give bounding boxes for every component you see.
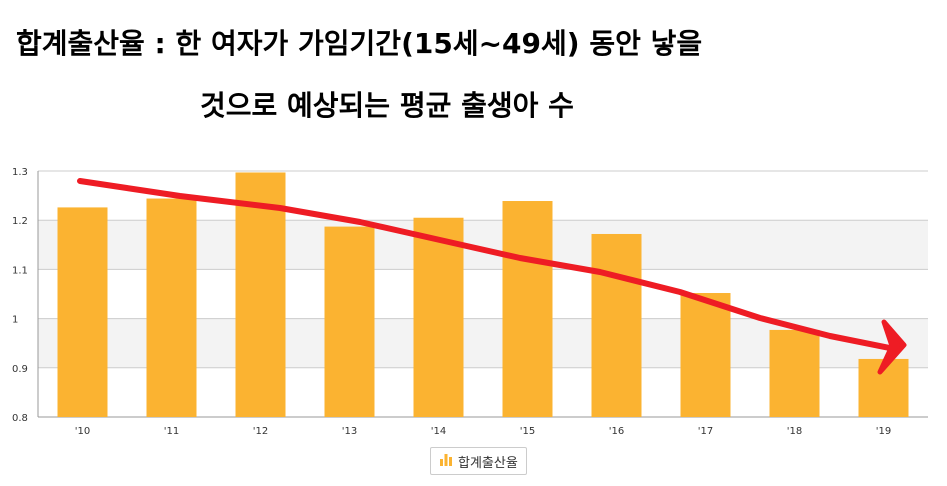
- y-tick-label: 1: [12, 315, 18, 326]
- y-tick-label: 1.1: [12, 265, 28, 276]
- trend-arrow-line: [77, 178, 893, 351]
- x-tick-label: '15: [520, 426, 535, 437]
- bar-chart-icon: [439, 452, 453, 470]
- legend[interactable]: 합계출산율: [430, 447, 527, 475]
- x-tick-label: '10: [75, 426, 90, 437]
- y-tick-label: 0.8: [12, 413, 28, 424]
- x-tick-label: '16: [609, 426, 624, 437]
- bar-6[interactable]: [591, 233, 642, 417]
- trend-arrow-head: [877, 319, 907, 375]
- x-tick-label: '17: [698, 426, 713, 437]
- y-tick-label: 1.2: [12, 216, 28, 227]
- x-tick-label: '11: [164, 426, 179, 437]
- x-tick-label: '18: [787, 426, 802, 437]
- bar-0[interactable]: [57, 207, 108, 417]
- bar-8[interactable]: [769, 329, 820, 417]
- bar-5[interactable]: [502, 201, 553, 417]
- x-tick-label: '19: [876, 426, 891, 437]
- bar-chart: 0.8 0.9 1 1.1 1.2 1.3 '10 '11 '12 '13 '14 '15 '16 '17…: [12, 167, 928, 437]
- bar-3[interactable]: [324, 226, 375, 417]
- x-tick-label: '12: [253, 426, 268, 437]
- bar-4[interactable]: [413, 217, 464, 417]
- chart-area: 0.8 0.9 1 1.1 1.2 1.3 '10 '11 '12 '13 '14 '15 '16 '17…: [0, 150, 947, 482]
- bar-2[interactable]: [235, 172, 286, 417]
- legend-label: 합계출산율: [458, 455, 518, 471]
- bar-1[interactable]: [146, 198, 197, 417]
- bar-7[interactable]: [680, 293, 731, 417]
- x-tick-label: '13: [342, 426, 357, 437]
- x-tick-label: '14: [431, 426, 446, 437]
- headline-line-1: 합계출산율 : 한 여자가 가임기간(15세~49세) 동안 낳을: [16, 27, 703, 60]
- headline-line-2: 것으로 예상되는 평균 출생아 수: [200, 89, 574, 122]
- y-tick-label: 0.9: [12, 364, 28, 375]
- y-tick-label: 1.3: [12, 167, 28, 178]
